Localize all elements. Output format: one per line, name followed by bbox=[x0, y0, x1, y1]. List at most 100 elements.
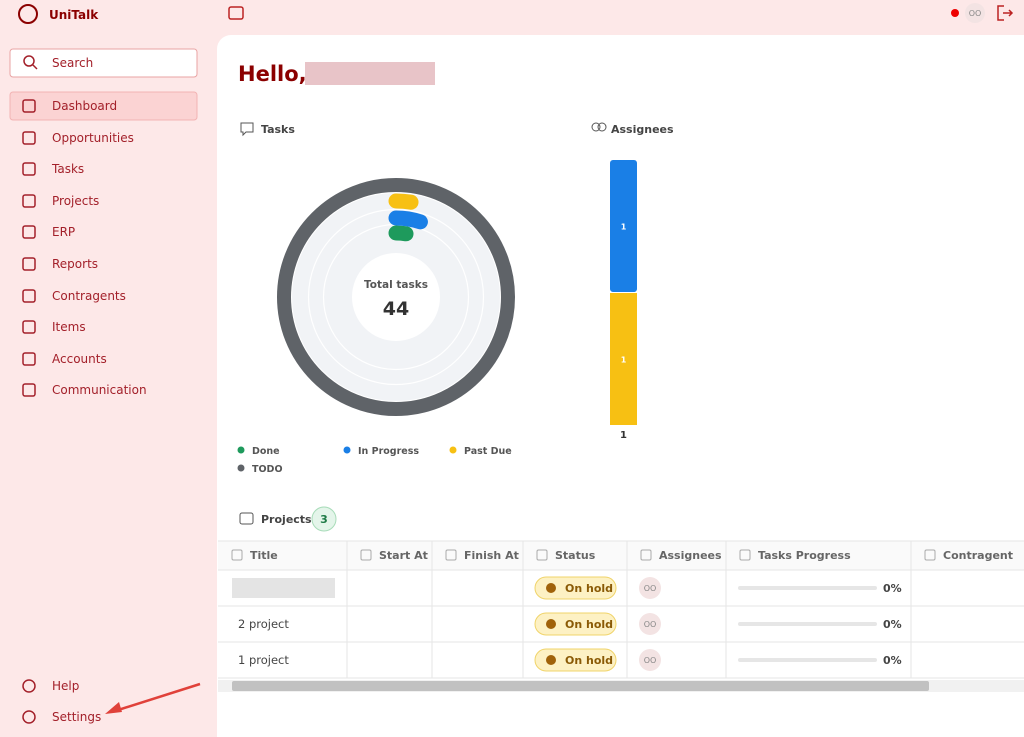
nav-item[interactable]: Dashboard bbox=[52, 99, 117, 113]
assignees-title: Assignees bbox=[611, 123, 674, 136]
nav-item[interactable]: Opportunities bbox=[52, 131, 134, 145]
scroll-thumb[interactable] bbox=[232, 681, 929, 691]
nav-item[interactable]: Help bbox=[52, 679, 79, 693]
status-icon bbox=[546, 583, 556, 593]
col-icon bbox=[231, 549, 243, 561]
assignee-text: OO bbox=[644, 584, 657, 593]
legend-label: Done bbox=[252, 446, 280, 457]
nav-icon bbox=[22, 99, 36, 113]
progress-text: 0% bbox=[883, 654, 902, 667]
status-text: On hold bbox=[565, 618, 613, 631]
ring-track bbox=[307, 208, 485, 386]
progress-text: 0% bbox=[883, 582, 902, 595]
nav-icon bbox=[22, 679, 36, 693]
blurred-name bbox=[305, 62, 435, 85]
nav-icon bbox=[22, 710, 36, 724]
radial-bar bbox=[277, 178, 515, 416]
blurred-title bbox=[232, 578, 335, 598]
nav-item[interactable]: Items bbox=[52, 320, 86, 334]
search-icon bbox=[23, 55, 35, 67]
legend-swatch bbox=[237, 464, 245, 472]
col-icon bbox=[924, 549, 936, 561]
col-icon bbox=[640, 549, 652, 561]
assignee-text: OO bbox=[644, 656, 657, 665]
column-header: Start At bbox=[379, 549, 428, 562]
center-total: 44 bbox=[383, 298, 409, 320]
projects-icon bbox=[239, 512, 254, 525]
annotation-arrow bbox=[105, 702, 122, 714]
greeting: Hello, bbox=[238, 62, 307, 86]
progress-track bbox=[738, 622, 877, 626]
row-title: 2 project bbox=[238, 617, 289, 631]
column-header: Contragent bbox=[943, 549, 1013, 562]
tasks-title: Tasks bbox=[261, 123, 295, 136]
assignee-avatar bbox=[639, 649, 661, 671]
nav-icon bbox=[22, 225, 36, 239]
search-icon bbox=[32, 64, 38, 70]
bar-category-label: 1 bbox=[620, 430, 627, 441]
search-placeholder: Search bbox=[52, 56, 93, 70]
tasks-icon bbox=[240, 122, 254, 137]
assignee-text: OO bbox=[644, 620, 657, 629]
nav-item[interactable]: Accounts bbox=[52, 352, 107, 366]
status-text: On hold bbox=[565, 582, 613, 595]
radial-bar bbox=[388, 225, 414, 242]
projects-count: 3 bbox=[320, 513, 328, 526]
nav-item[interactable]: Reports bbox=[52, 257, 98, 271]
legend-label: TODO bbox=[252, 464, 283, 475]
nav-icon bbox=[22, 257, 36, 271]
assignees-icon bbox=[591, 122, 601, 132]
nav-item[interactable]: Contragents bbox=[52, 289, 126, 303]
ring-track bbox=[290, 191, 502, 403]
progress-text: 0% bbox=[883, 618, 902, 631]
column-header: Tasks Progress bbox=[758, 549, 851, 562]
radial-bar bbox=[388, 193, 419, 210]
col-icon bbox=[445, 549, 457, 561]
logout[interactable] bbox=[997, 5, 1014, 21]
search-box[interactable] bbox=[9, 48, 198, 78]
nav-icon bbox=[22, 131, 36, 145]
nav-item[interactable]: Settings bbox=[52, 710, 101, 724]
nav-item[interactable]: Communication bbox=[52, 383, 147, 397]
sidebar-toggle[interactable] bbox=[228, 6, 244, 20]
center-label: Total tasks bbox=[364, 279, 428, 291]
projects-badge bbox=[311, 506, 337, 532]
table-header bbox=[218, 541, 1024, 570]
legend-label: Past Due bbox=[464, 446, 512, 457]
col-icon bbox=[536, 549, 548, 561]
status-icon bbox=[546, 655, 556, 665]
status-pill bbox=[534, 648, 617, 672]
legend-swatch bbox=[237, 446, 245, 454]
nav-item[interactable]: ERP bbox=[52, 225, 75, 239]
legend-swatch bbox=[343, 446, 351, 454]
bar-value-label: 1 bbox=[621, 223, 627, 232]
nav-icon bbox=[22, 194, 36, 208]
assignee-avatar bbox=[639, 613, 661, 635]
progress-track bbox=[738, 586, 877, 590]
logo bbox=[18, 4, 38, 24]
assignees-icon bbox=[597, 122, 607, 132]
legend-swatch bbox=[449, 446, 457, 454]
annotation-arrow bbox=[114, 682, 201, 713]
col-icon bbox=[360, 549, 372, 561]
column-header: Status bbox=[555, 549, 596, 562]
legend-label: In Progress bbox=[358, 446, 419, 457]
bar-segment bbox=[610, 160, 637, 292]
column-header: Title bbox=[250, 549, 278, 562]
projects-title: Projects bbox=[261, 513, 312, 526]
status-text: On hold bbox=[565, 654, 613, 667]
status-dot bbox=[951, 9, 959, 17]
row-title: 1 project bbox=[238, 653, 289, 667]
avatar-text: OO bbox=[969, 9, 982, 18]
chart-center bbox=[352, 253, 440, 341]
column-header: Finish At bbox=[464, 549, 519, 562]
nav-item[interactable]: Projects bbox=[52, 194, 99, 208]
nav-item[interactable]: Tasks bbox=[51, 162, 84, 176]
avatar[interactable] bbox=[965, 3, 985, 23]
nav-icon bbox=[22, 289, 36, 303]
brand: UniTalk bbox=[49, 8, 99, 22]
bar-segment bbox=[610, 293, 637, 425]
nav-active bbox=[9, 91, 198, 121]
nav-icon bbox=[22, 352, 36, 366]
